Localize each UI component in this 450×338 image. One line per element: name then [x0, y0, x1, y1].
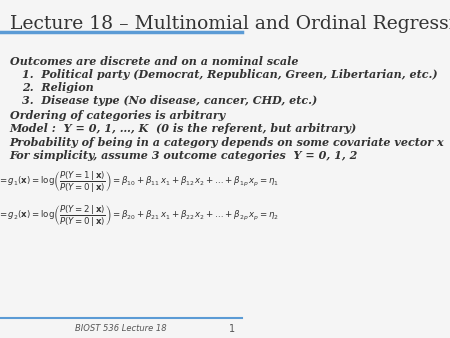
- Text: 3.  Disease type (No disease, cancer, CHD, etc.): 3. Disease type (No disease, cancer, CHD…: [22, 95, 317, 106]
- Text: Model :  Y = 0, 1, …, K  (0 is the referent, but arbitrary): Model : Y = 0, 1, …, K (0 is the referen…: [10, 123, 357, 135]
- Text: 2.  Religion: 2. Religion: [22, 82, 94, 93]
- Text: $\mathrm{logit}_1(\mathbf{x}) = g_1(\mathbf{x}) = \log\!\left(\dfrac{P(Y=1\,|\,\: $\mathrm{logit}_1(\mathbf{x}) = g_1(\mat…: [0, 169, 279, 194]
- Text: 1: 1: [229, 323, 235, 334]
- Text: Lecture 18 – Multinomial and Ordinal Regression Models: Lecture 18 – Multinomial and Ordinal Reg…: [10, 15, 450, 33]
- Text: Ordering of categories is arbitrary: Ordering of categories is arbitrary: [10, 110, 225, 121]
- Text: For simplicity, assume 3 outcome categories  Y = 0, 1, 2: For simplicity, assume 3 outcome categor…: [10, 150, 358, 162]
- Text: $\mathrm{logit}_2(\mathbf{x}) = g_2(\mathbf{x}) = \log\!\left(\dfrac{P(Y=2\,|\,\: $\mathrm{logit}_2(\mathbf{x}) = g_2(\mat…: [0, 203, 279, 228]
- Text: Outcomes are discrete and on a nominal scale: Outcomes are discrete and on a nominal s…: [10, 56, 298, 67]
- Text: 1.  Political party (Democrat, Republican, Green, Libertarian, etc.): 1. Political party (Democrat, Republican…: [22, 69, 437, 80]
- Text: Probability of being in a category depends on some covariate vector x: Probability of being in a category depen…: [10, 137, 444, 148]
- Text: BIOST 536 Lecture 18: BIOST 536 Lecture 18: [75, 324, 167, 333]
